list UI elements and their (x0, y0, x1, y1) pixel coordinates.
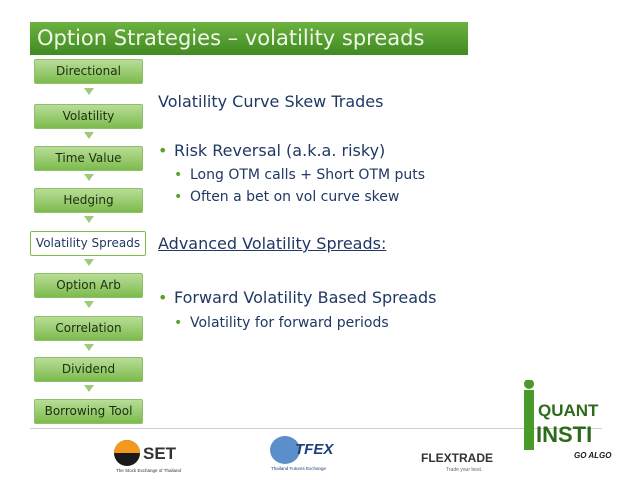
quantinsti-line2: INSTI (536, 422, 592, 447)
nav-arrow (84, 385, 94, 392)
nav-arrow (84, 344, 94, 351)
quantinsti-bar (524, 390, 534, 450)
nav-arrow (84, 88, 94, 95)
quantinsti-dot (524, 380, 534, 389)
nav-arrow (84, 132, 94, 139)
footer-rule (30, 428, 602, 429)
logos: SET The Stock Exchange of Thailand TFEX … (114, 380, 612, 473)
nav-item[interactable]: Volatility (34, 104, 143, 129)
flextrade-logo-text: FLEXTRADE (421, 451, 493, 465)
nav-arrow (84, 259, 94, 266)
nav-arrow (84, 301, 94, 308)
nav-item[interactable]: Option Arb (34, 273, 143, 298)
quantinsti-tagline: GO ALGO (574, 451, 612, 460)
sub-bullet: Often a bet on vol curve skew (172, 189, 399, 205)
set-icon-top (114, 440, 140, 453)
set-tagline: The Stock Exchange of Thailand (116, 468, 181, 473)
heading: Volatility Curve Skew Trades (158, 92, 384, 111)
heading: Advanced Volatility Spreads: (158, 234, 387, 253)
tfex-logo-text: TFEX (295, 441, 334, 458)
tfex-icon (270, 436, 300, 464)
nav-item[interactable]: Correlation (34, 316, 143, 341)
nav-arrow (84, 174, 94, 181)
nav-item[interactable]: Dividend (34, 357, 143, 382)
flextrade-tagline: Trade your best. (446, 467, 482, 473)
bullet: Forward Volatility Based Spreads (158, 288, 437, 307)
nav-item[interactable]: Directional (34, 59, 143, 84)
sub-bullet: Volatility for forward periods (172, 315, 389, 331)
nav-item[interactable]: Hedging (34, 188, 143, 213)
slide-title: Option Strategies – volatility spreads (30, 22, 468, 55)
bullet: Risk Reversal (a.k.a. risky) (158, 141, 385, 160)
set-logo-text: SET (143, 444, 177, 463)
nav-arrow (84, 216, 94, 223)
nav-item-active[interactable]: Volatility Spreads (30, 231, 146, 256)
sub-bullet: Long OTM calls + Short OTM puts (172, 167, 425, 183)
tfex-tagline: Thailand Futures Exchange (271, 466, 327, 471)
quantinsti-line1: QUANT (538, 401, 599, 420)
nav-item[interactable]: Borrowing Tool (34, 399, 143, 424)
nav-item[interactable]: Time Value (34, 146, 143, 171)
